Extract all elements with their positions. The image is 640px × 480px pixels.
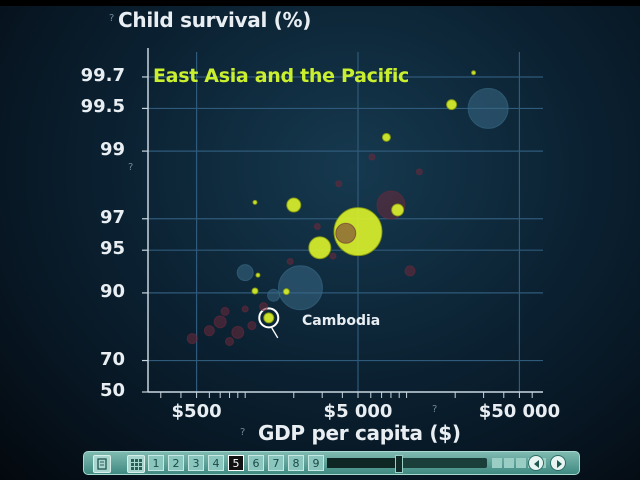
bubble[interactable] bbox=[255, 272, 261, 278]
bubble[interactable] bbox=[286, 197, 302, 213]
page-button-4[interactable]: 4 bbox=[208, 455, 224, 471]
bubble[interactable] bbox=[381, 132, 391, 142]
bubble[interactable] bbox=[308, 236, 332, 260]
bubbles bbox=[186, 70, 509, 346]
x-axis-scale-help-icon[interactable]: ? bbox=[432, 404, 438, 415]
grid-icon-cell bbox=[139, 459, 142, 462]
bubble[interactable] bbox=[252, 199, 258, 205]
page-button-3[interactable]: 3 bbox=[188, 455, 204, 471]
bubble[interactable] bbox=[251, 287, 259, 295]
grid-icon-cell bbox=[139, 467, 142, 470]
next-icon[interactable] bbox=[550, 455, 566, 471]
grid-icon-cell bbox=[135, 467, 138, 470]
x-axis-help-icon[interactable]: ? bbox=[240, 427, 246, 438]
y-tick-label: 99 bbox=[99, 139, 125, 161]
bubble[interactable] bbox=[329, 252, 337, 260]
x-tick-label: $500 bbox=[171, 401, 222, 422]
page-button-5[interactable]: 5 bbox=[228, 455, 244, 471]
grid-icon-cell bbox=[131, 467, 134, 470]
bubble[interactable] bbox=[335, 222, 357, 244]
bubble[interactable] bbox=[225, 336, 235, 346]
y-tick-label: 99.5 bbox=[80, 96, 125, 118]
bubble[interactable] bbox=[259, 302, 269, 312]
timeline-slider[interactable] bbox=[327, 455, 487, 473]
bubble[interactable] bbox=[404, 265, 416, 277]
selected-ring bbox=[258, 307, 280, 329]
page-button-8[interactable]: 8 bbox=[288, 455, 304, 471]
bubble[interactable] bbox=[467, 87, 509, 129]
grid-icon-cell bbox=[135, 459, 138, 462]
label-connector bbox=[271, 327, 279, 339]
y-axis-label[interactable]: Child survival (%) bbox=[118, 8, 312, 32]
prev-icon[interactable] bbox=[528, 455, 544, 471]
page-button-2[interactable]: 2 bbox=[168, 455, 184, 471]
region-annotation: East Asia and the Pacific bbox=[153, 65, 409, 87]
x-tick-label: $5 000 bbox=[323, 401, 393, 422]
bubble[interactable] bbox=[203, 325, 215, 337]
page-button-9[interactable]: 9 bbox=[308, 455, 324, 471]
bubble[interactable] bbox=[415, 168, 423, 176]
bubble[interactable] bbox=[471, 70, 477, 76]
y-axis-scale-help-icon[interactable]: ? bbox=[128, 162, 134, 173]
bubble[interactable] bbox=[213, 315, 227, 329]
cambodia-label: Cambodia bbox=[302, 313, 381, 329]
segment-block bbox=[492, 458, 502, 468]
bubble[interactable] bbox=[313, 222, 321, 230]
notes-icon[interactable] bbox=[93, 455, 111, 473]
bubble[interactable] bbox=[267, 288, 281, 302]
page-button-1[interactable]: 1 bbox=[148, 455, 164, 471]
grid-icon-cell bbox=[131, 463, 134, 466]
y-tick-label: 99.7 bbox=[80, 64, 125, 86]
bubble[interactable] bbox=[220, 306, 230, 316]
bubble[interactable] bbox=[236, 264, 254, 282]
y-tick-label: 50 bbox=[99, 380, 125, 401]
bubble[interactable] bbox=[335, 180, 343, 188]
top-border bbox=[0, 0, 640, 6]
bubble[interactable] bbox=[368, 153, 376, 161]
grid-icon-cell bbox=[139, 463, 142, 466]
grid-icon[interactable] bbox=[127, 455, 145, 473]
bubble[interactable] bbox=[231, 325, 245, 339]
y-tick-label: 90 bbox=[99, 280, 125, 302]
bubble[interactable] bbox=[286, 257, 294, 265]
grid-icon-cell bbox=[135, 463, 138, 466]
bubble[interactable] bbox=[241, 305, 249, 313]
y-tick-labels: 99.7 99.5 99 97 95 90 70 50 bbox=[59, 0, 139, 480]
y-tick-label: 70 bbox=[99, 348, 125, 370]
page-button-7[interactable]: 7 bbox=[268, 455, 284, 471]
timeline-fill bbox=[327, 458, 399, 468]
bubble[interactable] bbox=[277, 265, 323, 311]
bubble[interactable] bbox=[391, 203, 405, 217]
x-tick-label: $50 000 bbox=[478, 401, 561, 422]
grid-icon-cell bbox=[131, 459, 134, 462]
bubble[interactable] bbox=[282, 288, 290, 296]
axes bbox=[142, 48, 543, 398]
bubble[interactable] bbox=[186, 333, 198, 345]
y-axis-help-icon[interactable]: ? bbox=[109, 13, 115, 24]
page-button-6[interactable]: 6 bbox=[248, 455, 264, 471]
y-tick-label: 95 bbox=[99, 238, 125, 260]
bubble-cambodia[interactable] bbox=[263, 312, 275, 324]
bubble[interactable] bbox=[446, 99, 458, 111]
y-tick-label: 97 bbox=[99, 206, 125, 228]
segment-block bbox=[516, 458, 526, 468]
segment-block bbox=[504, 458, 514, 468]
bubble[interactable] bbox=[247, 321, 257, 331]
timeline-thumb[interactable] bbox=[395, 455, 403, 473]
x-axis-label[interactable]: GDP per capita ($) bbox=[258, 421, 461, 445]
